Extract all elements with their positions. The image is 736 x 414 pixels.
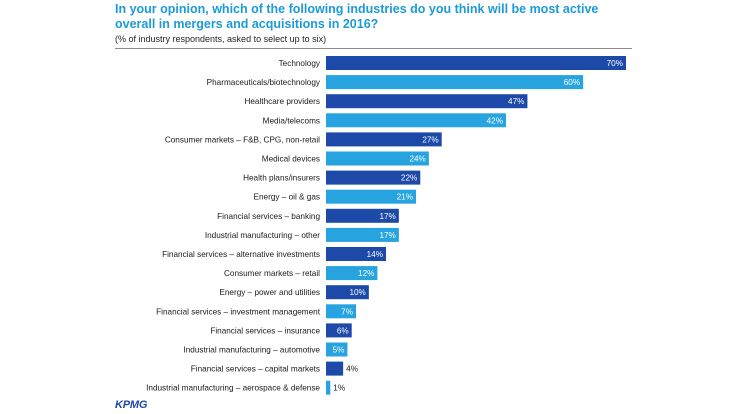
bar <box>326 380 331 395</box>
bar <box>326 151 429 166</box>
value-label: 17% <box>379 212 395 221</box>
bar <box>326 94 528 109</box>
bar <box>326 208 399 223</box>
chart-subtitle: (% of industry respondents, asked to sel… <box>115 34 327 44</box>
category-label: Energy – oil & gas <box>254 193 320 202</box>
bar <box>326 170 421 185</box>
category-label: Financial services – capital markets <box>191 365 320 374</box>
category-label: Consumer markets – F&B, CPG, non-retail <box>165 135 320 144</box>
category-label: Financial services – insurance <box>210 326 320 335</box>
value-label: 1% <box>333 384 345 393</box>
kpmg-logo: KPMG <box>115 399 148 411</box>
bar <box>326 361 344 376</box>
category-label: Financial services – banking <box>217 212 320 221</box>
value-label: 24% <box>409 155 425 164</box>
category-label: Financial services – alternative investm… <box>162 250 320 259</box>
category-label: Medical devices <box>262 155 320 164</box>
value-label: 4% <box>346 365 358 374</box>
bar <box>326 113 506 128</box>
value-label: 6% <box>337 326 349 335</box>
bar <box>326 266 378 281</box>
bar <box>326 227 399 242</box>
category-label: Energy – power and utilities <box>219 288 320 297</box>
value-label: 7% <box>341 307 353 316</box>
bar <box>326 189 416 204</box>
category-label: Technology <box>279 59 321 68</box>
chart-title: In your opinion, which of the following … <box>115 2 599 31</box>
bar <box>326 132 442 147</box>
category-label: Healthcare providers <box>244 97 320 106</box>
category-label: Industrial manufacturing – automotive <box>183 346 320 355</box>
value-label: 21% <box>397 193 413 202</box>
value-label: 17% <box>379 231 395 240</box>
value-label: 60% <box>564 78 580 87</box>
category-label: Industrial manufacturing – aerospace & d… <box>146 384 320 393</box>
bar <box>326 323 352 338</box>
value-label: 70% <box>607 59 623 68</box>
category-label: Consumer markets – retail <box>224 269 320 278</box>
bar <box>326 342 348 357</box>
value-label: 22% <box>401 174 417 183</box>
bar <box>326 75 584 90</box>
category-label: Pharmaceuticals/biotechnology <box>207 78 321 87</box>
bar <box>326 56 626 70</box>
value-label: 10% <box>349 288 365 297</box>
value-label: 5% <box>333 346 345 355</box>
category-label: Financial services – investment manageme… <box>156 307 321 316</box>
value-label: 27% <box>422 135 438 144</box>
title-divider <box>115 48 632 49</box>
value-label: 12% <box>358 269 374 278</box>
category-label: Media/telecoms <box>263 116 320 125</box>
category-label: Health plans/insurers <box>243 174 320 183</box>
category-label: Industrial manufacturing – other <box>205 231 320 240</box>
bar <box>326 285 369 300</box>
value-label: 42% <box>487 116 503 125</box>
bars-group: Technology 70% Pharmaceuticals/biotechnolo… <box>146 56 626 395</box>
bar <box>326 304 356 319</box>
value-label: 47% <box>508 97 524 106</box>
value-label: 14% <box>367 250 383 259</box>
bar <box>326 247 386 261</box>
